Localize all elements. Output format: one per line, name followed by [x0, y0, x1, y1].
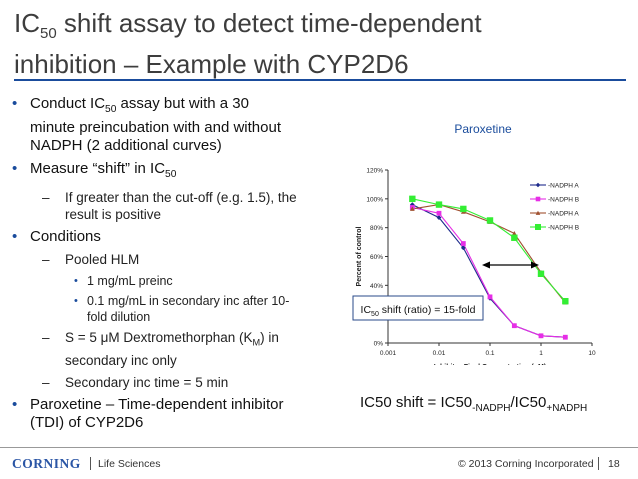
bullet-paroxetine: Paroxetine – Time-dependent inhibitor (T… [10, 396, 345, 432]
shift-arrow [482, 261, 539, 269]
y-tick-label: 80% [370, 225, 383, 232]
subbullet-pooled-hlm: Pooled HLM [10, 251, 345, 268]
footer-separator [598, 457, 599, 470]
legend-swatch-marker [535, 182, 541, 188]
data-point [460, 245, 466, 251]
slide-title: IC50 shift assay to detect time-dependen… [14, 8, 624, 79]
subsubbullet-preinc: 1 mg/mL preinc [10, 273, 345, 289]
legend-label: -NADPH B [548, 197, 579, 204]
legend-label: -NADPH B [548, 225, 579, 232]
data-point [537, 270, 545, 277]
bullet-conditions: Conditions [10, 228, 345, 246]
y-axis-label: Percent of control [356, 227, 363, 287]
legend-swatch-marker [535, 196, 541, 202]
shift-annotation: IC50 shift (ratio) = 15-fold [361, 304, 476, 318]
shift-arrow-head-right [531, 261, 539, 269]
x-tick-label: 0.1 [485, 350, 494, 357]
footer-rule [0, 447, 638, 448]
x-tick-label: 0.001 [380, 350, 397, 357]
data-point [409, 195, 416, 203]
page-number: 18 [608, 458, 620, 470]
subbullet-cutoff: If greater than the cut-off (e.g. 1.5), … [10, 189, 345, 223]
chart-title: Paroxetine [454, 122, 512, 136]
paroxetine-chart: Paroxetine 0%20%40%60%80%100%120%0.0010.… [352, 122, 596, 365]
y-tick-label: 60% [370, 254, 383, 261]
y-tick-label: 0% [374, 341, 384, 348]
legend-label: -NADPH A [548, 183, 579, 190]
footer-separator [90, 457, 91, 470]
y-tick-label: 120% [366, 168, 383, 175]
bullet-measure-shift: Measure “shift” in IC50 [10, 160, 345, 184]
shift-formula: IC50 shift = IC50-NADPH/IC50+NADPH [360, 394, 588, 414]
chart-legend: -NADPH A -NADPH B -NADPH A -NADPH B [530, 183, 579, 232]
legend-swatch-marker [535, 224, 541, 230]
x-tick-label: 10 [588, 350, 596, 357]
title-line-2: inhibition – Example with CYP2D6 [14, 49, 409, 80]
x-tick-label: 1 [539, 350, 543, 357]
x-tick-label: 0.01 [433, 350, 446, 357]
data-point [511, 323, 517, 329]
data-point [538, 333, 544, 339]
bullet-ic50-assay: Conduct IC50 assay but with a 30 minute … [10, 95, 345, 155]
subsubbullet-secondary-inc: 0.1 mg/mL in secondary inc after 10- fol… [10, 293, 345, 325]
data-point [460, 205, 467, 213]
title-rule [14, 79, 626, 81]
corning-logo: CORNING [12, 456, 81, 471]
legend-label: -NADPH A [548, 211, 579, 218]
shift-annotation-box [352, 295, 484, 321]
bullet-list: Conduct IC50 assay but with a 30 minute … [10, 95, 345, 437]
subbullet-inc-time: Secondary inc time = 5 min [10, 374, 345, 391]
series-line-3 [412, 198, 566, 302]
data-point [460, 241, 466, 246]
data-point [486, 217, 494, 224]
data-point [487, 294, 493, 300]
y-tick-label: 40% [370, 283, 383, 290]
subbullet-substrate: S = 5 μM Dextromethorphan (KM) in second… [10, 329, 345, 369]
data-point [409, 206, 415, 211]
shift-arrow-head-left [482, 261, 490, 269]
data-point [562, 334, 568, 340]
y-tick-label: 100% [366, 196, 383, 203]
x-axis-label: Inhibitor Final Concentration (uM) [434, 364, 546, 365]
title-line-1: IC50 shift assay to detect time-dependen… [14, 8, 482, 43]
data-point [435, 201, 443, 208]
footer-copyright: © 2013 Corning Incorporated [458, 458, 594, 470]
data-point [511, 234, 518, 241]
footer-division: Life Sciences [98, 458, 161, 470]
data-point [436, 210, 442, 216]
data-point [511, 231, 517, 236]
legend-swatch-marker [535, 210, 541, 215]
data-point [562, 297, 569, 305]
